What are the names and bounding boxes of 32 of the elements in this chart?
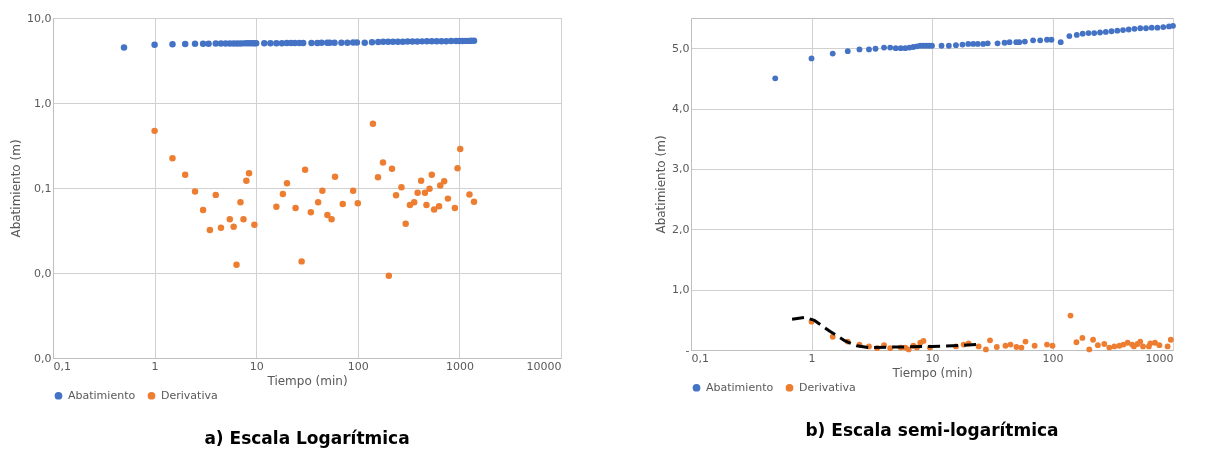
text: a) Escala Logarítmica [204, 428, 410, 448]
x-tick-label: 10 [925, 351, 940, 365]
x-tick-label: 1000 [445, 359, 474, 373]
y-tick-label: 2,0 [672, 222, 690, 236]
x-axis-title: Tiempo (min) [266, 373, 348, 388]
x-tick-label: 100 [347, 359, 369, 373]
text: b) Escala semi-logarítmica [805, 420, 1059, 440]
y-tick-label: 3,0 [672, 162, 690, 176]
x-tick-label: 1 [808, 351, 816, 365]
y-tick-label: 0,0 [34, 351, 52, 365]
y-axis-title: Abatimiento (m) [654, 135, 669, 234]
y-tick-label: 10,0 [27, 11, 52, 25]
y-tick-label: 1,0 [672, 283, 690, 297]
legend-label: Derivativa [799, 380, 856, 394]
x-axis-title: Tiempo (min) [891, 365, 973, 380]
y-tick-label: - [685, 343, 690, 357]
y-tick-label: 1,0 [34, 96, 52, 110]
x-tick-label: 1 [151, 359, 159, 373]
y-tick-label: 0,0 [34, 266, 52, 280]
legend-label: Abatimiento [68, 388, 136, 402]
x-tick-label: 10 [249, 359, 264, 373]
legend-label: Abatimiento [706, 380, 774, 394]
y-axis-title: Abatimiento (m) [9, 139, 24, 238]
x-tick-label: 0,1 [691, 351, 709, 365]
x-tick-label: 1000 [1145, 351, 1174, 365]
x-tick-label: 10000 [526, 359, 562, 373]
y-tick-label: 0,1 [34, 181, 52, 195]
x-tick-label: 100 [1042, 351, 1064, 365]
x-tick-label: 0,1 [53, 359, 71, 373]
y-tick-label: 5,0 [672, 41, 690, 55]
legend-label: Derivativa [161, 388, 218, 402]
y-tick-label: 4,0 [672, 102, 690, 116]
